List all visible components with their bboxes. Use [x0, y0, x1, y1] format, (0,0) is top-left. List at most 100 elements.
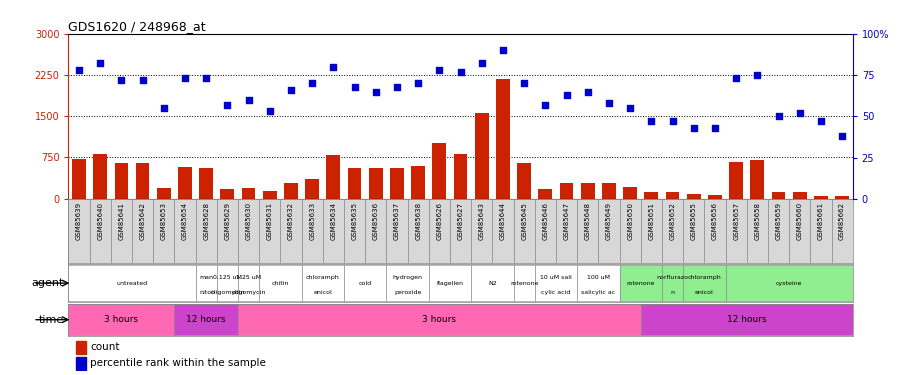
Bar — [598, 199, 619, 262]
Bar — [322, 199, 343, 262]
Point — [199, 75, 213, 81]
Point — [135, 77, 149, 83]
Text: 0.125 uM: 0.125 uM — [212, 275, 241, 280]
Bar — [834, 196, 848, 199]
Bar — [68, 304, 174, 335]
Text: GSM85649: GSM85649 — [605, 202, 611, 240]
Bar — [411, 166, 425, 199]
Bar — [428, 199, 449, 262]
Bar — [707, 195, 721, 199]
Bar — [326, 155, 340, 199]
Point — [771, 113, 785, 119]
Text: GSM85645: GSM85645 — [520, 202, 527, 240]
Text: GSM85635: GSM85635 — [351, 202, 357, 240]
Text: peroxide: peroxide — [394, 290, 421, 295]
Bar — [729, 162, 742, 199]
Text: GSM85636: GSM85636 — [373, 202, 378, 240]
Text: enicol: enicol — [694, 290, 713, 295]
Point — [157, 105, 171, 111]
Text: untreated: untreated — [117, 280, 148, 286]
Point — [601, 100, 616, 106]
Bar — [792, 192, 805, 199]
Point — [643, 118, 658, 124]
Text: GSM85633: GSM85633 — [309, 202, 315, 240]
Bar — [110, 199, 132, 262]
Text: chloramph: chloramph — [305, 275, 339, 280]
Bar — [386, 265, 428, 301]
Bar — [682, 199, 703, 262]
Point — [517, 80, 531, 86]
Bar — [601, 183, 615, 199]
Bar — [746, 199, 767, 262]
Point — [728, 75, 742, 81]
Text: norflurazo: norflurazo — [656, 275, 688, 280]
Bar — [513, 199, 534, 262]
Bar — [343, 199, 364, 262]
Bar — [661, 265, 682, 301]
Point — [792, 110, 806, 116]
Bar — [428, 265, 471, 301]
Text: 12 hours: 12 hours — [726, 315, 766, 324]
Text: 10 uM sali: 10 uM sali — [539, 275, 571, 280]
Bar — [534, 265, 577, 301]
Bar — [471, 199, 492, 262]
Bar — [238, 304, 640, 335]
Text: GSM85644: GSM85644 — [499, 202, 506, 240]
Point — [411, 80, 425, 86]
Text: chitin: chitin — [271, 280, 289, 286]
Text: N2: N2 — [487, 280, 496, 286]
Bar — [513, 265, 534, 301]
Text: cylic acid: cylic acid — [540, 290, 570, 295]
Point — [347, 84, 362, 90]
Bar — [640, 304, 852, 335]
Text: rotenone: rotenone — [509, 280, 537, 286]
Point — [495, 47, 509, 53]
Point — [622, 105, 637, 111]
Point — [558, 92, 573, 98]
Bar — [217, 265, 238, 301]
Text: GSM85651: GSM85651 — [648, 202, 653, 240]
Bar — [577, 265, 619, 301]
Point — [262, 108, 277, 114]
Point — [579, 88, 594, 94]
Text: chloramph: chloramph — [687, 275, 721, 280]
Bar — [517, 163, 530, 199]
Text: GSM85662: GSM85662 — [838, 202, 844, 240]
Bar — [810, 199, 831, 262]
Bar — [771, 192, 784, 199]
Text: GSM85626: GSM85626 — [435, 202, 442, 240]
Bar — [682, 265, 725, 301]
Point — [389, 84, 404, 90]
Text: GSM85627: GSM85627 — [457, 202, 463, 240]
Bar — [368, 168, 383, 199]
Text: GSM85652: GSM85652 — [669, 202, 675, 240]
Bar — [644, 192, 658, 199]
Bar — [280, 199, 302, 262]
Text: GSM85657: GSM85657 — [732, 202, 738, 240]
Text: nitol: nitol — [199, 290, 213, 295]
Text: 3 hours: 3 hours — [422, 315, 456, 324]
Text: GSM85648: GSM85648 — [584, 202, 590, 240]
Point — [114, 77, 128, 83]
Bar — [390, 168, 404, 199]
Point — [813, 118, 827, 124]
Text: GSM85646: GSM85646 — [542, 202, 548, 240]
Bar — [238, 265, 259, 301]
Text: hydrogen: hydrogen — [392, 275, 422, 280]
Bar — [72, 159, 86, 199]
Bar — [453, 154, 467, 199]
Point — [93, 60, 107, 66]
Bar — [449, 199, 471, 262]
Bar — [241, 188, 255, 199]
Bar — [619, 199, 640, 262]
Bar — [153, 199, 174, 262]
Bar — [262, 191, 276, 199]
Point — [326, 64, 341, 70]
Text: flagellen: flagellen — [436, 280, 463, 286]
Point — [72, 67, 87, 73]
Bar — [68, 265, 195, 301]
Text: GSM85656: GSM85656 — [711, 202, 717, 240]
Bar — [284, 183, 298, 199]
Bar — [661, 199, 682, 262]
Bar — [174, 199, 195, 262]
